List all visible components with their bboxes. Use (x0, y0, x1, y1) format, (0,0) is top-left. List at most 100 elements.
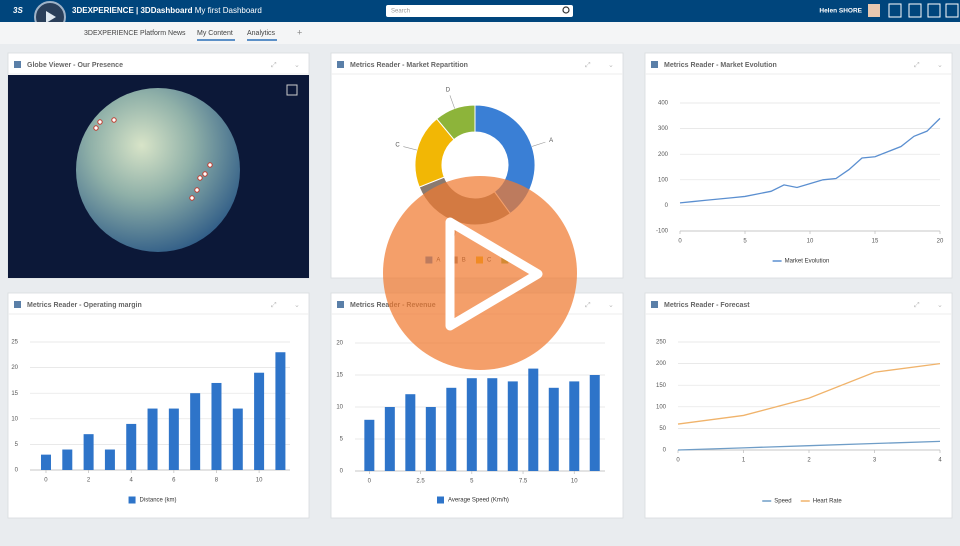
y-tick-label: 5 (340, 437, 344, 443)
x-tick-label: 5 (743, 239, 747, 245)
leader-line (403, 146, 417, 151)
legend-label: Market Evolution (785, 259, 830, 265)
play-triangle (445, 217, 543, 331)
bar (62, 449, 73, 470)
bar (190, 393, 201, 470)
widget (644, 52, 953, 279)
y-tick-label: 100 (658, 177, 669, 183)
x-tick-label: 6 (172, 478, 176, 484)
globe (76, 88, 240, 252)
widget-title: Metrics Reader - Market Repartition (350, 62, 468, 69)
line (679, 117, 941, 204)
x-tick-label: 10 (807, 239, 814, 245)
search-placeholder: Search (391, 9, 410, 15)
location-pin (202, 171, 208, 177)
y-tick-label: 20 (11, 365, 18, 371)
x-tick-label: 4 (130, 478, 134, 484)
bar (589, 375, 600, 471)
y-tick-label: 0 (663, 448, 667, 454)
bar (548, 387, 559, 471)
line (677, 440, 941, 451)
bar (232, 408, 243, 470)
tab[interactable]: Analytics (247, 30, 276, 37)
search-box[interactable] (386, 5, 573, 17)
x-tick-label: 2.5 (416, 479, 425, 485)
location-pin (189, 195, 195, 201)
tab[interactable]: 3DEXPERIENCE Platform News (84, 30, 186, 37)
widget-icon (651, 301, 658, 308)
menu-button[interactable]: ⌄ (937, 62, 943, 69)
y-tick-label: 150 (656, 383, 667, 389)
pie-slice (436, 104, 476, 141)
user-name[interactable]: Helen SHORE (819, 8, 862, 15)
y-tick-label: 5 (15, 442, 19, 448)
bar (83, 434, 94, 470)
x-tick-label: 3 (873, 458, 877, 464)
play-circle[interactable] (383, 176, 577, 370)
ds-logo: 3S (13, 6, 23, 15)
maximize-button[interactable]: ⤢ (585, 62, 591, 69)
line (677, 362, 941, 425)
legend-label: Average Speed (Km/h) (448, 498, 509, 504)
bar (466, 378, 477, 471)
legend-label: Distance (km) (140, 498, 177, 504)
legend-label: Speed (774, 499, 791, 505)
widget-title: Metrics Reader - Market Evolution (664, 62, 777, 69)
bar (384, 407, 395, 471)
x-tick-label: 0 (368, 479, 372, 485)
help-button[interactable] (945, 3, 959, 18)
bar (425, 407, 436, 471)
play-overlay[interactable] (383, 176, 577, 370)
widget-icon (14, 61, 21, 68)
x-tick-label: 10 (256, 478, 263, 484)
bar (168, 408, 179, 470)
maximize-button[interactable]: ⤢ (914, 302, 920, 309)
bar (487, 378, 498, 471)
x-tick-label: 4 (938, 458, 942, 464)
x-tick-label: 8 (215, 478, 219, 484)
location-pin (207, 162, 213, 168)
y-tick-label: 400 (658, 101, 669, 107)
x-tick-label: 2 (807, 458, 811, 464)
maximize-button[interactable]: ⤢ (585, 302, 591, 309)
bar (275, 352, 286, 470)
widget-title: Globe Viewer - Our Presence (27, 62, 123, 69)
widget-icon (337, 61, 344, 68)
search-icon[interactable] (562, 6, 570, 14)
menu-button[interactable]: ⌄ (608, 302, 614, 309)
x-tick-label: 5 (470, 479, 474, 485)
add-button[interactable] (888, 3, 902, 18)
slice-label: A (549, 138, 553, 144)
location-pin (197, 175, 203, 181)
y-tick-label: 0 (340, 469, 344, 475)
bar (40, 454, 51, 470)
menu-button[interactable]: ⌄ (294, 62, 300, 69)
menu-button[interactable]: ⌄ (608, 62, 614, 69)
maximize-button[interactable]: ⤢ (271, 302, 277, 309)
avatar[interactable] (868, 4, 880, 17)
x-tick-label: 15 (872, 239, 879, 245)
widget-title: Metrics Reader - Operating margin (27, 302, 142, 309)
legend-swatch (437, 496, 444, 504)
y-tick-label: 20 (336, 341, 343, 347)
home-button[interactable] (927, 3, 941, 18)
widget (644, 292, 953, 519)
tab[interactable]: My Content (197, 30, 233, 37)
menu-button[interactable]: ⌄ (937, 302, 943, 309)
y-tick-label: -100 (656, 229, 669, 235)
x-tick-label: 20 (937, 239, 944, 245)
widget-icon (14, 301, 21, 308)
bar (405, 394, 416, 471)
share-button[interactable] (908, 3, 922, 18)
app-title: 3DEXPERIENCE | 3DDashboard My first Dash… (72, 6, 262, 15)
x-tick-label: 0 (676, 458, 680, 464)
add-tab[interactable]: + (297, 27, 302, 37)
menu-button[interactable]: ⌄ (294, 302, 300, 309)
location-pin (93, 125, 99, 131)
x-tick-label: 0 (44, 478, 48, 484)
maximize-button[interactable]: ⤢ (914, 62, 920, 69)
maximize-button[interactable]: ⤢ (271, 62, 277, 69)
location-pin (97, 119, 103, 125)
y-tick-label: 100 (656, 404, 667, 410)
